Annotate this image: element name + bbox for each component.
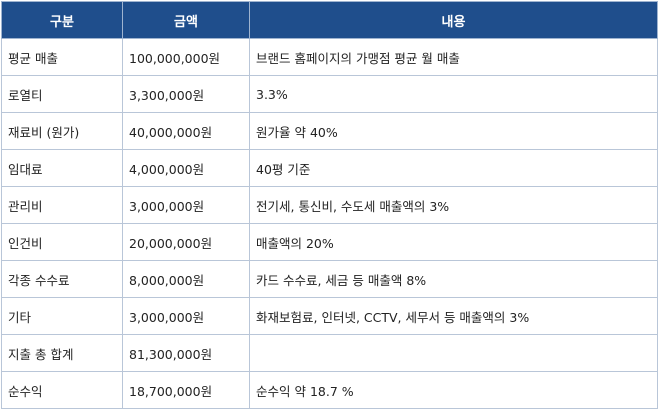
table-row: 지출 총 합계 81,300,000원 [1, 334, 658, 372]
table-row: 인건비 20,000,000원 매출액의 20% [1, 223, 658, 261]
cell-category: 순수익 [1, 371, 123, 409]
cell-description: 화재보험료, 인터넷, CCTV, 세무서 등 매출액의 3% [249, 297, 658, 335]
header-amount: 금액 [122, 1, 250, 39]
header-category: 구분 [1, 1, 123, 39]
cell-amount: 20,000,000원 [122, 223, 250, 261]
cell-description: 전기세, 통신비, 수도세 매출액의 3% [249, 186, 658, 224]
table-row: 관리비 3,000,000원 전기세, 통신비, 수도세 매출액의 3% [1, 186, 658, 224]
cell-category: 로열티 [1, 75, 123, 113]
cell-category: 기타 [1, 297, 123, 335]
cell-category: 평균 매출 [1, 38, 123, 76]
cell-amount: 3,000,000원 [122, 186, 250, 224]
cell-amount: 3,300,000원 [122, 75, 250, 113]
table-row: 각종 수수료 8,000,000원 카드 수수료, 세금 등 매출액 8% [1, 260, 658, 298]
table-row: 임대료 4,000,000원 40평 기준 [1, 149, 658, 187]
cell-category: 관리비 [1, 186, 123, 224]
header-description: 내용 [249, 1, 658, 39]
table-row: 재료비 (원가) 40,000,000원 원가율 약 40% [1, 112, 658, 150]
table-row: 로열티 3,300,000원 3.3% [1, 75, 658, 113]
cell-amount: 3,000,000원 [122, 297, 250, 335]
table-row: 평균 매출 100,000,000원 브랜드 홈페이지의 가맹점 평균 월 매출 [1, 38, 658, 76]
cell-amount: 100,000,000원 [122, 38, 250, 76]
cell-description: 3.3% [249, 75, 658, 113]
cell-description [249, 334, 658, 372]
cell-category: 인건비 [1, 223, 123, 261]
cell-amount: 4,000,000원 [122, 149, 250, 187]
table-header-row: 구분 금액 내용 [1, 1, 658, 39]
cell-amount: 18,700,000원 [122, 371, 250, 409]
cell-description: 40평 기준 [249, 149, 658, 187]
cell-description: 원가율 약 40% [249, 112, 658, 150]
cell-category: 각종 수수료 [1, 260, 123, 298]
table-row: 순수익 18,700,000원 순수익 약 18.7 % [1, 371, 658, 409]
cell-description: 브랜드 홈페이지의 가맹점 평균 월 매출 [249, 38, 658, 76]
cell-category: 임대료 [1, 149, 123, 187]
table-row: 기타 3,000,000원 화재보험료, 인터넷, CCTV, 세무서 등 매출… [1, 297, 658, 335]
cell-amount: 40,000,000원 [122, 112, 250, 150]
cell-category: 지출 총 합계 [1, 334, 123, 372]
cell-amount: 8,000,000원 [122, 260, 250, 298]
cell-description: 매출액의 20% [249, 223, 658, 261]
cell-category: 재료비 (원가) [1, 112, 123, 150]
cell-description: 순수익 약 18.7 % [249, 371, 658, 409]
cell-amount: 81,300,000원 [122, 334, 250, 372]
cell-description: 카드 수수료, 세금 등 매출액 8% [249, 260, 658, 298]
